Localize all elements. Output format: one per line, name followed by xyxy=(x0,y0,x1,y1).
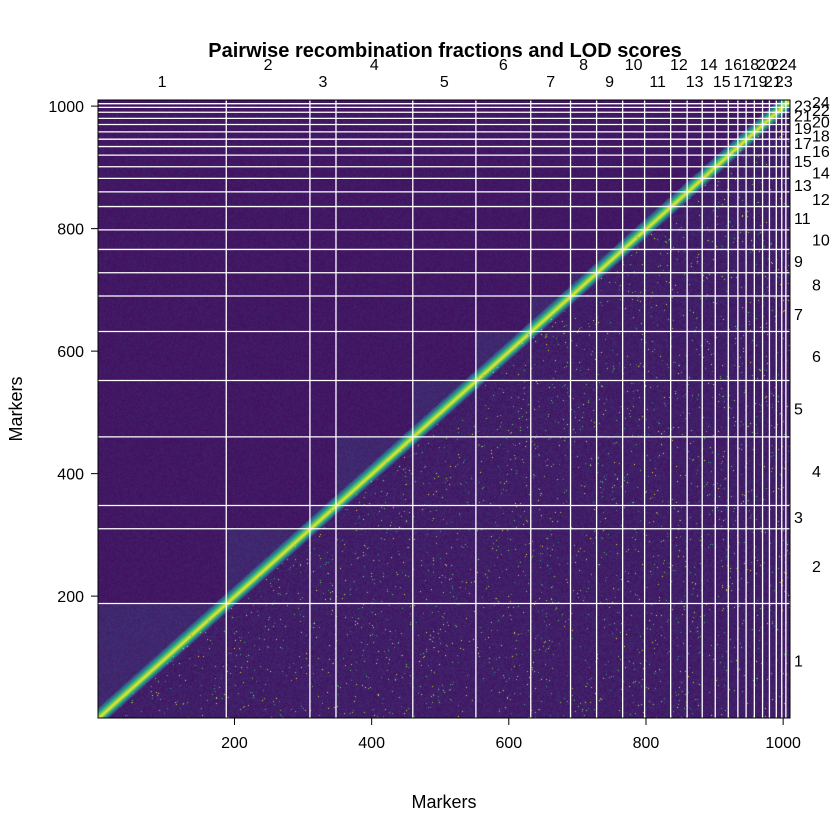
top-chr-label: 2 xyxy=(264,57,273,74)
right-chr-label: 24 xyxy=(812,95,830,112)
right-chr-label: 22 xyxy=(812,103,830,120)
top-chr-label: 6 xyxy=(499,57,508,74)
top-chr-label: 9 xyxy=(605,74,614,91)
right-chr-label: 15 xyxy=(794,154,812,171)
top-chr-label: 4 xyxy=(370,57,379,74)
top-chr-label: 7 xyxy=(546,74,555,91)
x-tick-label: 1000 xyxy=(765,735,801,752)
x-tick-label: 600 xyxy=(495,735,522,752)
x-axis-label: Markers xyxy=(411,792,476,812)
y-tick-label: 400 xyxy=(57,467,84,484)
right-chr-label: 2 xyxy=(812,559,821,576)
right-chr-label: 8 xyxy=(812,277,821,294)
top-chr-label: 21 xyxy=(764,74,782,91)
top-chr-label: 5 xyxy=(440,74,449,91)
x-tick-label: 200 xyxy=(221,735,248,752)
right-chr-label: 10 xyxy=(812,233,830,250)
top-chr-label: 12 xyxy=(670,57,688,74)
y-tick-label: 800 xyxy=(57,222,84,239)
right-chr-label: 1 xyxy=(794,654,803,671)
y-tick-label: 1000 xyxy=(48,99,84,116)
x-tick-label: 400 xyxy=(358,735,385,752)
heatmap-image xyxy=(98,100,790,718)
top-chr-label: 10 xyxy=(625,57,643,74)
right-chr-label: 12 xyxy=(812,192,830,209)
y-axis-label: Markers xyxy=(6,376,26,441)
plot-frame xyxy=(97,99,791,719)
top-chr-label: 23 xyxy=(775,74,793,91)
top-chr-label: 19 xyxy=(750,74,768,91)
right-chr-label: 23 xyxy=(794,99,812,116)
top-chr-label: 16 xyxy=(724,57,742,74)
y-tick-label: 200 xyxy=(57,589,84,606)
right-chr-label: 19 xyxy=(794,121,812,138)
right-chr-label: 7 xyxy=(794,307,803,324)
right-chr-label: 18 xyxy=(812,129,830,146)
y-axis: 200 400 600 800 1000 xyxy=(48,99,98,606)
right-chr-label: 13 xyxy=(794,178,812,195)
top-chr-label: 17 xyxy=(733,74,751,91)
top-chr-label: 20 xyxy=(757,57,775,74)
right-chr-label: 20 xyxy=(812,114,830,131)
right-chr-label: 21 xyxy=(794,108,812,125)
right-chr-label: 14 xyxy=(812,166,830,183)
y-tick-label: 600 xyxy=(57,344,84,361)
top-chr-label: 22 xyxy=(770,57,788,74)
top-chr-label: 15 xyxy=(713,74,731,91)
chromosome-boundaries xyxy=(98,100,790,718)
top-chr-label: 1 xyxy=(158,74,167,91)
heatmap-cells xyxy=(98,100,790,718)
top-chr-label: 14 xyxy=(700,57,718,74)
top-chr-label: 18 xyxy=(741,57,759,74)
top-chr-label: 3 xyxy=(318,74,327,91)
right-chr-label: 17 xyxy=(794,136,812,153)
chart-title: Pairwise recombination fractions and LOD… xyxy=(208,40,681,62)
right-chr-label: 11 xyxy=(794,211,811,228)
top-chr-label: 8 xyxy=(579,57,588,74)
right-chr-label: 4 xyxy=(812,464,821,481)
top-chr-label: 24 xyxy=(779,57,797,74)
x-axis: 200 400 600 800 1000 xyxy=(221,718,801,752)
x-tick-label: 800 xyxy=(633,735,660,752)
top-chr-label: 13 xyxy=(686,74,704,91)
right-chr-label: 9 xyxy=(794,254,803,271)
right-chr-label: 5 xyxy=(794,402,803,419)
right-chr-label: 3 xyxy=(794,510,803,527)
right-chr-label: 6 xyxy=(812,349,821,366)
right-chr-label: 16 xyxy=(812,144,830,161)
top-chr-label: 11 xyxy=(649,74,666,91)
